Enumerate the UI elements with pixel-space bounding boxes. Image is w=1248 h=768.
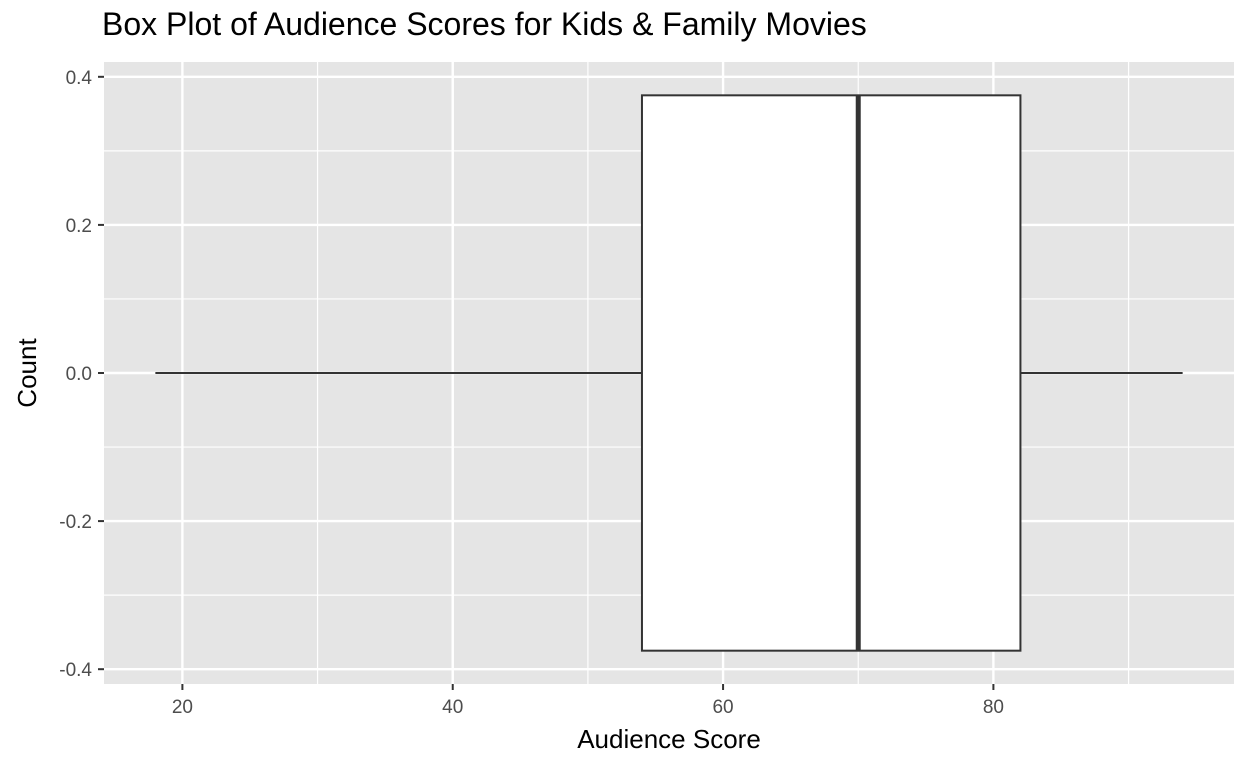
- axis-ticks: [98, 75, 995, 690]
- y-tick-label: 0.2: [66, 216, 92, 237]
- x-tick-label: 40: [442, 697, 463, 718]
- y-tick-label: -0.4: [59, 660, 92, 681]
- y-tick-label: -0.2: [59, 512, 92, 533]
- chart-title: Box Plot of Audience Scores for Kids & F…: [102, 6, 867, 42]
- y-axis-title: Count: [12, 338, 42, 408]
- x-tick-label: 80: [983, 697, 1004, 718]
- y-tick-label: 0.0: [66, 364, 92, 385]
- x-tick-label: 60: [712, 697, 733, 718]
- tick-labels: 20 40 60 80 -0.4 -0.2 0.0 0.2 0.4: [59, 68, 1004, 718]
- x-tick-label: 20: [172, 697, 193, 718]
- y-tick-label: 0.4: [66, 68, 93, 89]
- boxplot: [155, 94, 1183, 652]
- x-axis-title: Audience Score: [577, 724, 761, 754]
- iqr-box: [640, 94, 1022, 652]
